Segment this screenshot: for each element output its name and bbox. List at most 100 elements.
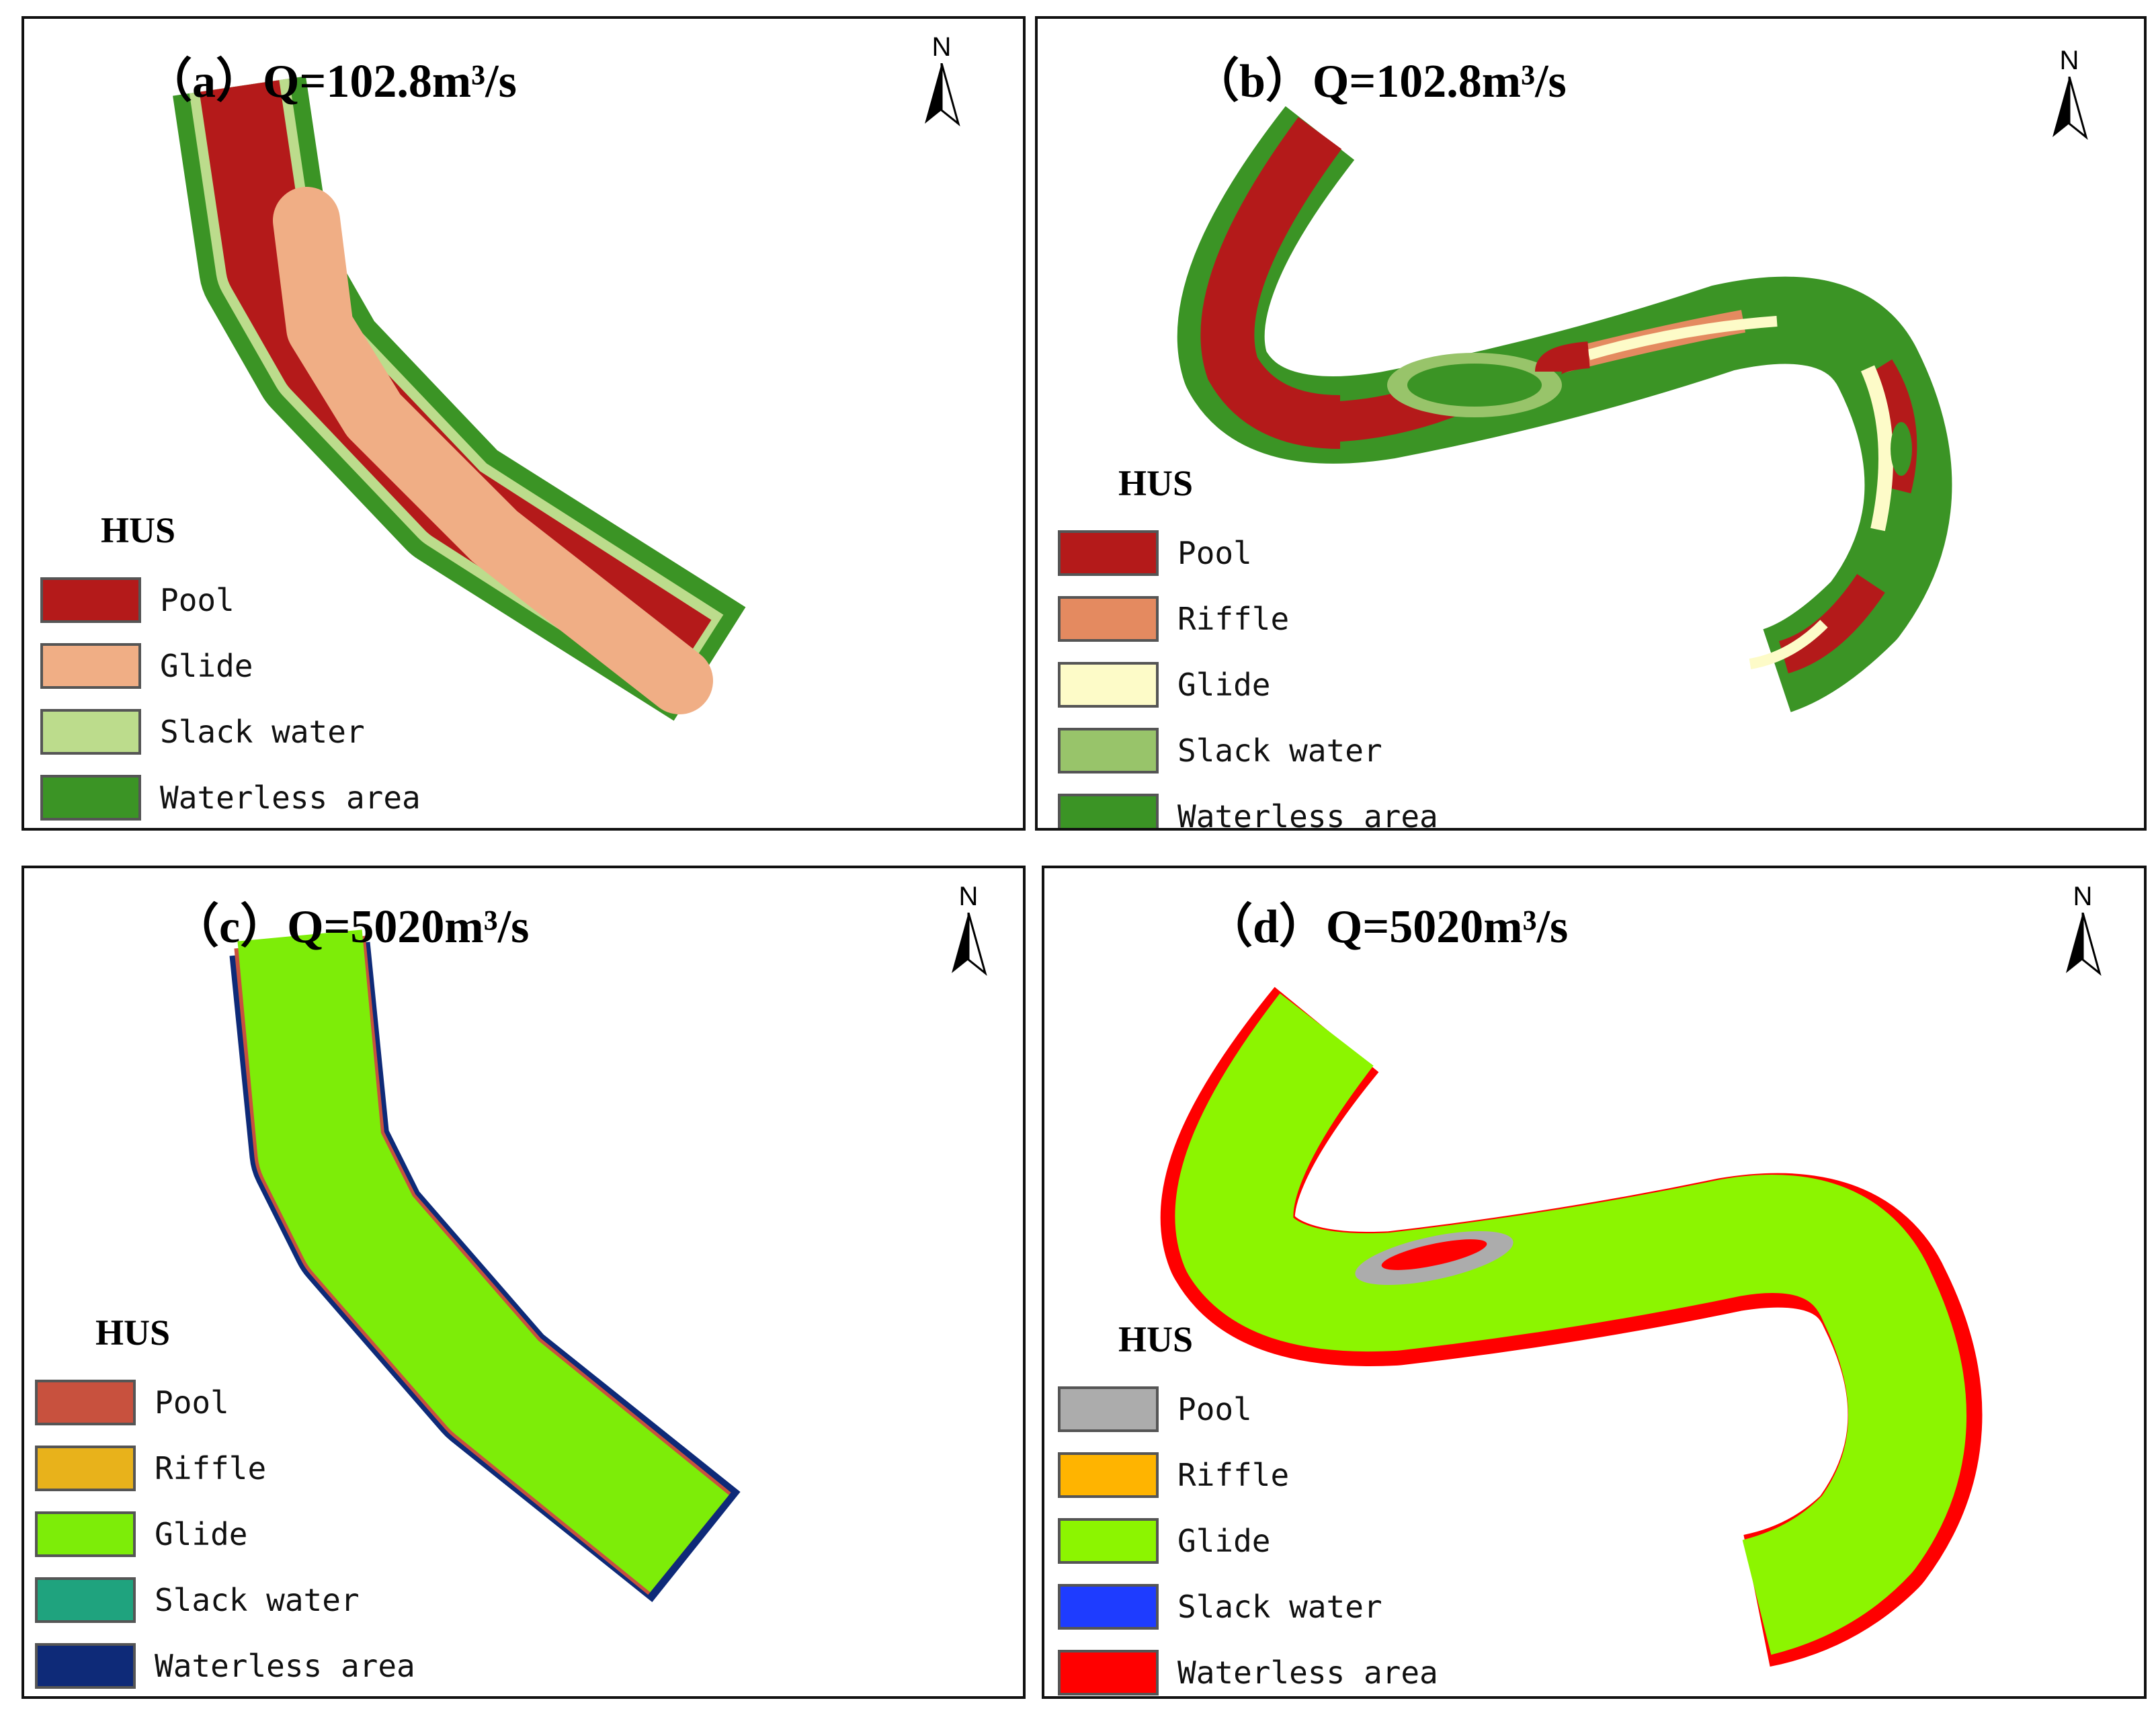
pool-b-3 [1535,341,1590,376]
panel-title: （d）Q=5020m³/s [1206,901,1569,953]
legend-swatch [1058,1650,1159,1696]
panel-d: （d）Q=5020m³/s N HUS Pool Riffle Glide Sl… [1042,866,2147,1699]
legend-label: Pool [155,1384,229,1421]
legend-swatch [35,1380,136,1425]
panel-title: （a）Q=102.8m³/s [145,56,517,108]
legend-title: HUS [101,510,176,550]
legend-item-glide: Glide [1058,1508,1438,1574]
river-map-b [1177,106,1952,712]
legend-swatch [1058,596,1159,642]
legend-swatch [1058,794,1159,828]
legend-item-glide: Glide [35,1501,415,1567]
north-arrow: N [2053,882,2113,982]
panel-title: （b）Q=102.8m³/s [1192,56,1567,108]
legend-label: Glide [1177,1523,1271,1559]
legend-label: Glide [155,1516,248,1552]
legend-swatch [1058,1584,1159,1630]
legend-item-pool: Pool [40,567,421,633]
legend-label: Slack water [1177,1589,1382,1625]
north-label: N [2059,46,2079,75]
panel-a: （a）Q=102.8m³/s N HUS Pool Glide Slack wa… [22,16,1026,831]
legend-label: Waterless area [155,1648,415,1684]
legend-item-riffle: Riffle [35,1435,415,1501]
legend-item-pool: Pool [1058,1376,1438,1442]
legend-swatch [35,1643,136,1689]
legend-item-slack-water: Slack water [40,699,421,765]
legend-swatch [40,577,141,623]
legend-item-slack-water: Slack water [1058,1574,1438,1640]
legend-item-waterless-area: Waterless area [40,765,421,828]
panel-title: （c）Q=5020m³/s [172,901,530,953]
legend-swatch [40,775,141,821]
north-label: N [958,882,979,911]
legend-title: HUS [1118,463,1194,503]
north-arrow: N [938,882,999,982]
legend-label: Slack water [1177,733,1382,769]
north-label: N [931,32,952,62]
legend-swatch [35,1511,136,1557]
glide-a [273,187,713,714]
legend-item-glide: Glide [40,633,421,699]
legend-label: Riffle [155,1450,267,1487]
pool-b [1200,117,1342,449]
river-map-c [229,929,741,1602]
legend-label: Waterless area [160,780,421,816]
legend-label: Glide [1177,667,1271,703]
north-label: N [2073,882,2093,911]
legend-title: HUS [95,1312,171,1353]
glide-b-3 [1749,620,1828,669]
legend-swatch [35,1446,136,1491]
north-arrow-icon [2053,77,2088,140]
legend-label: Pool [1177,1391,1252,1427]
panel-c: （c）Q=5020m³/s N HUS Pool Riffle Glide Sl… [22,866,1026,1699]
legend-label: Pool [160,582,235,618]
legend-swatch [1058,530,1159,576]
legend-item-pool: Pool [1058,520,1438,586]
legend-item-waterless-area: Waterless area [1058,1640,1438,1696]
legend-swatch [1058,1452,1159,1498]
legend-label: Riffle [1177,601,1290,637]
legend-a: HUS Pool Glide Slack water Waterless are… [40,509,421,828]
legend-b: HUS Pool Riffle Glide Slack water Waterl… [1058,462,1438,831]
legend-d: HUS Pool Riffle Glide Slack water Waterl… [1058,1319,1438,1696]
legend-label: Glide [160,648,253,684]
waterless-island-d [1381,1239,1487,1270]
legend-swatch [40,709,141,755]
legend-item-waterless-area: Waterless area [1058,784,1438,831]
legend-item-slack-water: Slack water [1058,718,1438,784]
legend-title: HUS [1118,1319,1194,1360]
legend-item-riffle: Riffle [1058,1442,1438,1508]
legend-swatch [1058,662,1159,708]
river-map-d [1160,987,1983,1667]
north-arrow-icon [952,913,987,976]
legend-item-waterless-area: Waterless area [35,1633,415,1696]
legend-swatch [1058,728,1159,773]
north-arrow-icon [2066,913,2102,976]
legend-c: HUS Pool Riffle Glide Slack water Waterl… [35,1312,415,1696]
glide-c [237,929,729,1593]
waterless-island-b [1407,364,1542,407]
legend-swatch [1058,1386,1159,1432]
glide-b [1587,316,1778,360]
north-arrow: N [2039,46,2100,147]
legend-label: Riffle [1177,1457,1290,1493]
legend-swatch [40,643,141,689]
pool-b-5 [1778,573,1885,674]
legend-label: Waterless area [1177,1655,1438,1691]
legend-item-pool: Pool [35,1370,415,1435]
waterless-island-b-2 [1891,422,1912,476]
legend-item-glide: Glide [1058,652,1438,718]
glide-d [1175,993,1966,1655]
legend-label: Waterless area [1177,798,1438,831]
glide-b-2 [1860,365,1893,532]
legend-swatch [35,1577,136,1623]
legend-item-slack-water: Slack water [35,1567,415,1633]
legend-item-riffle: Riffle [1058,586,1438,652]
legend-label: Pool [1177,535,1252,571]
river-map-a [173,76,746,721]
north-arrow: N [911,32,972,133]
legend-label: Slack water [160,714,365,750]
panel-b: （b）Q=102.8m³/s N HUS Pool Riffle Glide S… [1035,16,2147,831]
legend-swatch [1058,1518,1159,1564]
north-arrow-icon [925,63,960,127]
